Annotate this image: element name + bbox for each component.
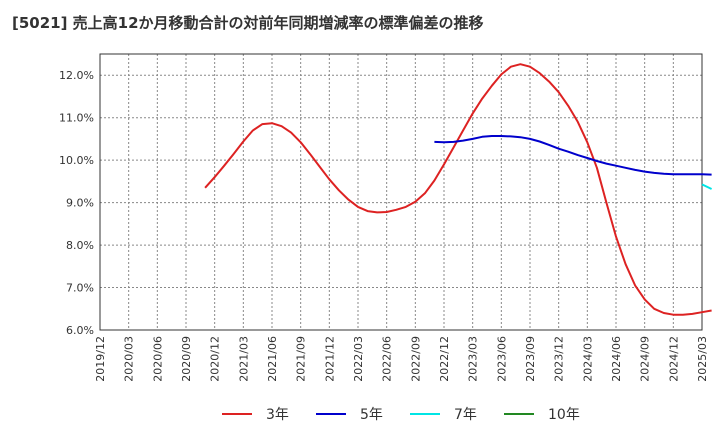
x-tick-label: 2023/03 — [467, 336, 480, 382]
y-tick-label: 10.0% — [59, 154, 94, 167]
x-tick-label: 2025/03 — [696, 336, 709, 382]
x-axis: 2019/12 2020/03 2020/06 2020/09 2020/12 2021/… — [94, 336, 709, 382]
y-tick-label: 11.0% — [59, 112, 94, 125]
legend-label: 7年 — [454, 407, 477, 423]
y-tick-label: 6.0% — [66, 324, 94, 337]
legend-label: 3年 — [266, 407, 289, 423]
y-axis: 6.0% 7.0% 8.0% 9.0% 10.0% 11.0% 12.0% — [59, 69, 94, 337]
chart-title: [5021] 売上高12か月移動合計の対前年同期増減率の標準偏差の推移 — [12, 14, 484, 32]
series-line-3年 — [204, 63, 712, 316]
legend-label: 5年 — [360, 407, 383, 423]
y-tick-label: 12.0% — [59, 69, 94, 82]
x-tick-label: 2019/12 — [94, 336, 107, 382]
x-tick-label: 2020/09 — [180, 336, 193, 382]
plot-area — [99, 53, 703, 331]
x-tick-label: 2022/12 — [438, 336, 451, 382]
x-tick-label: 2020/12 — [209, 336, 222, 382]
legend: 3年 5年 7年 10年 — [222, 407, 580, 423]
x-tick-label: 2021/06 — [266, 336, 279, 382]
x-tick-label: 2020/03 — [123, 336, 136, 382]
x-tick-label: 2023/06 — [495, 336, 508, 382]
x-tick-label: 2024/09 — [639, 336, 652, 382]
series-line-7年 — [701, 183, 713, 190]
x-tick-label: 2022/03 — [352, 336, 365, 382]
x-tick-label: 2022/06 — [381, 336, 394, 382]
x-tick-label: 2023/09 — [524, 336, 537, 382]
x-tick-label: 2024/06 — [610, 336, 623, 382]
y-tick-label: 8.0% — [66, 239, 94, 252]
series-line-5年 — [434, 135, 712, 176]
x-tick-label: 2023/12 — [553, 336, 566, 382]
x-tick-label: 2022/09 — [409, 336, 422, 382]
y-tick-label: 7.0% — [66, 282, 94, 295]
x-tick-label: 2021/03 — [237, 336, 250, 382]
x-tick-label: 2024/03 — [581, 336, 594, 382]
x-tick-label: 2020/06 — [151, 336, 164, 382]
x-tick-label: 2021/12 — [323, 336, 336, 382]
x-tick-label: 2024/12 — [667, 336, 680, 382]
x-tick-label: 2021/09 — [295, 336, 308, 382]
legend-label: 10年 — [548, 407, 580, 423]
series-lines — [204, 63, 713, 316]
grid-lines — [100, 54, 702, 330]
y-tick-label: 9.0% — [66, 197, 94, 210]
